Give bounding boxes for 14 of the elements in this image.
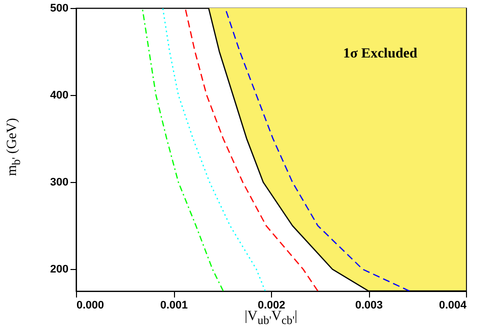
x-tick-label: 0.001 (160, 300, 188, 312)
x-tick-label: 0.003 (355, 300, 383, 312)
line-series (184, 8, 318, 291)
y-tick-label: 300 (50, 176, 68, 189)
x-tick-label: 0.002 (258, 300, 286, 312)
x-axis-title: |V$_{ub'}$V$_{cb'}$| (244, 309, 298, 327)
annotation: 1σ Excluded (343, 46, 418, 62)
x-tick-label: 0.000 (76, 300, 104, 312)
line-series (142, 8, 224, 291)
x-tick-label: 0.004 (438, 300, 468, 312)
y-tick-label: 400 (50, 90, 68, 102)
line-series (162, 8, 266, 291)
y-tick-label: 200 (50, 264, 68, 276)
y-tick-label: 500 (50, 2, 68, 14)
